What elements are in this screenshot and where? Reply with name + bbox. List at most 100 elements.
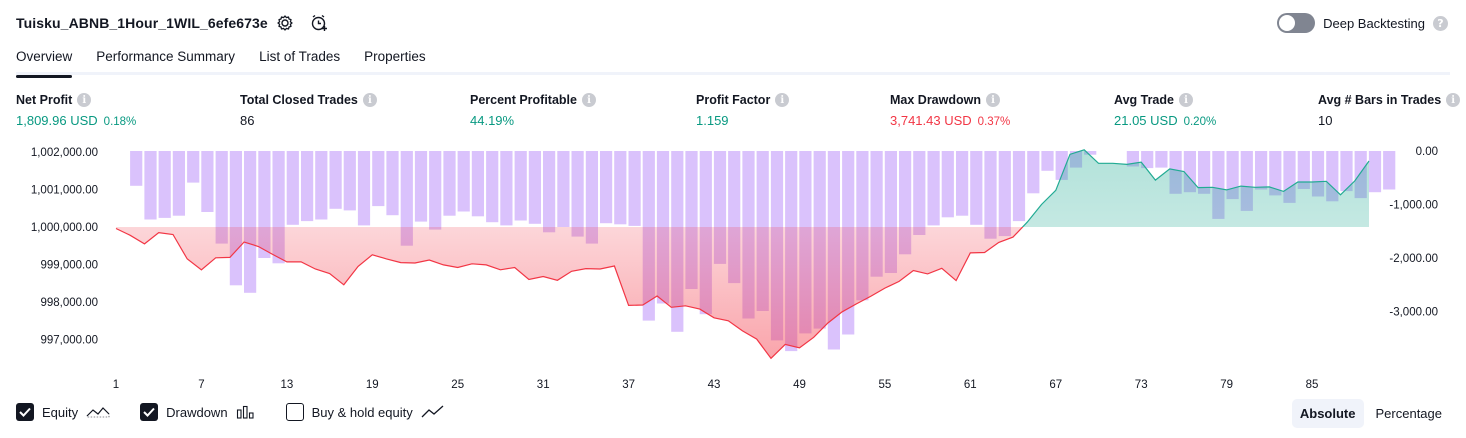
left-y-axis: 1,002,000.00 1,001,000.00 1,000,000.00 999,…: [31, 147, 98, 347]
drawdown-bar: [970, 151, 983, 225]
x-axis-tick: 31: [537, 379, 550, 391]
drawdown-bar: [1340, 151, 1353, 192]
drawdown-bar: [443, 151, 456, 216]
drawdown-bar: [1269, 151, 1282, 196]
drawdown-bar: [1297, 151, 1310, 189]
stat-label: Net Profit: [16, 93, 73, 107]
x-axis-tick: 7: [198, 379, 204, 391]
drawdown-bar: [329, 151, 342, 209]
left-axis-tick: 998,000.00: [40, 297, 98, 309]
drawdown-bar: [927, 151, 940, 226]
stat-avg-trade: Avg Trade i 21.05 USD 0.20%: [1114, 93, 1216, 128]
drawdown-bar: [400, 151, 413, 246]
settings-gear-icon[interactable]: [275, 13, 295, 33]
add-alert-clock-icon[interactable]: [309, 13, 329, 33]
equity-line-loss: [115, 227, 1024, 360]
drawdown-bar: [557, 151, 570, 227]
info-icon[interactable]: i: [1178, 93, 1193, 107]
legend-label: Drawdown: [166, 404, 228, 420]
equity-series: [115, 149, 1370, 360]
equity-line-profit: [1021, 149, 1370, 227]
x-axis-tick: 19: [366, 379, 379, 391]
stat-total-closed-trades: Total Closed Trades i 86: [240, 93, 377, 128]
x-axis-tick: 67: [1049, 379, 1062, 391]
tab-properties[interactable]: Properties: [364, 49, 426, 64]
drawdown-bar: [172, 151, 185, 216]
x-axis-tick: 1: [113, 379, 119, 391]
strategy-title: Tuisku_ABNB_1Hour_1WIL_6efe673e: [16, 15, 268, 31]
stat-value: 1,809.96 USD: [16, 113, 98, 128]
stat-percent: 0.20%: [1183, 116, 1217, 128]
view-mode-switch: Absolute Percentage: [1291, 399, 1450, 428]
info-icon[interactable]: i: [77, 93, 92, 107]
left-axis-tick: 999,000.00: [40, 260, 98, 272]
drawdown-bar: [187, 151, 200, 183]
checkbox-checked-icon[interactable]: [16, 403, 34, 421]
checkbox-unchecked-icon[interactable]: [285, 403, 304, 421]
stat-avg-bars-in-trades: Avg # Bars in Trades i 10: [1318, 93, 1461, 128]
stat-value: 86: [240, 113, 255, 128]
info-icon[interactable]: i: [986, 93, 1000, 107]
drawdown-bar: [1041, 151, 1054, 171]
info-icon[interactable]: i: [1446, 93, 1461, 107]
help-icon[interactable]: ?: [1433, 15, 1448, 31]
drawdown-bar: [357, 151, 371, 226]
drawdown-bar: [984, 151, 997, 239]
drawdown-bar: [486, 151, 499, 223]
drawdown-bar: [386, 151, 399, 216]
drawdown-bar: [585, 151, 598, 244]
x-axis-tick: 43: [708, 379, 721, 391]
drawdown-bar: [1012, 151, 1026, 222]
left-axis-tick: 1,002,000.00: [31, 147, 98, 159]
bar-chart-icon: [236, 405, 254, 419]
left-axis-tick: 1,000,000.00: [31, 222, 98, 234]
tab-list-of-trades[interactable]: List of Trades: [259, 49, 341, 64]
drawdown-bar: [998, 151, 1011, 237]
legend-buy-hold-equity[interactable]: Buy & hold equity: [285, 403, 445, 421]
stat-value: 3,741.43 USD: [890, 113, 972, 128]
summary-stats: Net Profit i 1,809.96 USD 0.18% Total Clos…: [0, 93, 1466, 133]
legend-drawdown[interactable]: Drawdown: [140, 403, 255, 421]
info-icon[interactable]: i: [775, 93, 790, 107]
drawdown-bar: [1255, 151, 1268, 190]
tab-overview[interactable]: Overview: [16, 45, 73, 78]
drawdown-bar: [528, 151, 541, 224]
x-axis-tick: 37: [622, 379, 635, 391]
deep-backtesting-toggle[interactable]: [1277, 13, 1316, 33]
info-icon[interactable]: i: [581, 93, 596, 107]
right-axis-tick: 0.00: [1416, 146, 1438, 158]
drawdown-bar: [514, 151, 527, 221]
drawdown-bar: [286, 151, 299, 225]
stat-label: Percent Profitable: [470, 93, 577, 107]
drawdown-bar: [414, 151, 428, 222]
tab-performance-summary[interactable]: Performance Summary: [96, 49, 236, 64]
drawdown-bar: [457, 151, 470, 212]
legend-label: Equity: [42, 404, 79, 420]
drawdown-bar: [614, 151, 627, 225]
drawdown-bar: [1141, 151, 1154, 169]
drawdown-bar: [941, 151, 954, 218]
x-axis-tick: 73: [1135, 379, 1148, 391]
drawdown-bar: [1368, 151, 1382, 193]
legend-equity[interactable]: Equity: [16, 403, 110, 421]
trend-line-icon: [421, 405, 444, 418]
equity-drawdown-chart[interactable]: 1,002,000.00 1,001,000.00 1,000,000.00 999,…: [0, 138, 1466, 396]
absolute-button[interactable]: Absolute: [1291, 399, 1364, 428]
drawdown-bar: [956, 151, 969, 216]
percentage-button[interactable]: Percentage: [1375, 406, 1443, 421]
stat-value: 10: [1318, 113, 1333, 128]
drawdown-bar: [628, 151, 641, 226]
stat-label: Max Drawdown: [890, 93, 981, 107]
drawdown-bar: [1084, 151, 1097, 155]
report-header: Tuisku_ABNB_1Hour_1WIL_6efe673e Deep Bac…: [0, 0, 1466, 46]
drawdown-bar: [229, 151, 242, 286]
checkbox-checked-icon[interactable]: [140, 403, 159, 421]
x-axis: 1 7 13 19 25 31 37 43 49 55 61 67 73 79 85: [113, 379, 1319, 391]
drawdown-bar: [315, 151, 328, 220]
drawdown-bar: [158, 151, 171, 218]
stat-label: Avg Trade: [1114, 93, 1174, 107]
stat-label: Total Closed Trades: [240, 93, 358, 107]
info-icon[interactable]: i: [362, 93, 377, 107]
stat-profit-factor: Profit Factor i 1.159: [696, 93, 790, 128]
stat-value: 44.19%: [470, 113, 515, 128]
